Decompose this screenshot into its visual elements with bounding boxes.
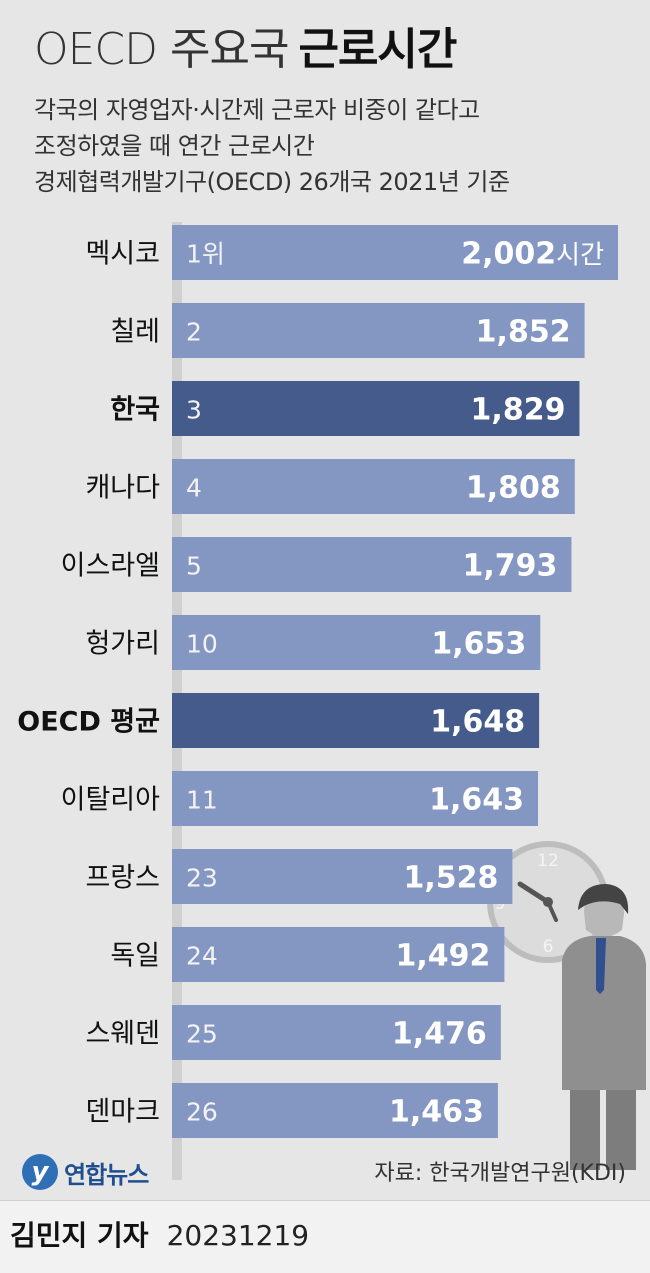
logo-text: 연합뉴스: [64, 1155, 148, 1190]
country-label: 한국: [110, 395, 160, 426]
yonhap-logo: y 연합뉴스: [22, 1152, 148, 1192]
country-label: 스웨덴: [85, 1019, 160, 1050]
rank-label: 10: [186, 630, 218, 659]
country-label: 프랑스: [85, 863, 160, 894]
value-number: 1,492: [395, 939, 490, 974]
value-number: 1,793: [463, 549, 558, 584]
rank-label: 24: [186, 942, 218, 971]
country-label: 이스라엘: [61, 551, 160, 582]
country-label: 헝가리: [85, 629, 160, 660]
value-label: 1,528: [403, 861, 498, 896]
value-number: 2,002: [461, 237, 556, 272]
clock-center: [543, 897, 553, 907]
value-label: 1,852: [476, 315, 571, 350]
logo-mark: y: [22, 1154, 58, 1190]
rank-label: 26: [186, 1098, 218, 1127]
clock-number-6: 6: [543, 937, 554, 957]
country-label: 칠레: [110, 317, 160, 348]
value-label: 1,829: [471, 393, 566, 428]
value-number: 1,852: [476, 315, 571, 350]
country-label: OECD 평균: [17, 707, 160, 738]
rank-label: 25: [186, 1020, 218, 1049]
value-label: 1,808: [466, 471, 561, 506]
rank-label: 3: [186, 396, 202, 425]
value-number: 1,476: [392, 1017, 487, 1052]
clock-person-illustration: 12 3 6 9: [490, 844, 646, 1170]
rank-label: 23: [186, 864, 218, 893]
country-label: 덴마크: [85, 1097, 160, 1128]
byline-date: 20231219: [167, 1219, 310, 1252]
value-number: 1,463: [389, 1095, 484, 1130]
value-number: 1,643: [429, 783, 524, 818]
value-label: 1,648: [430, 705, 525, 740]
rank-label: 1위: [186, 240, 225, 269]
country-label: 멕시코: [85, 239, 160, 270]
value-unit: 시간: [556, 241, 604, 271]
value-label: 1,643: [429, 783, 524, 818]
rank-label: 4: [186, 474, 202, 503]
clock-number-12: 12: [537, 851, 559, 871]
value-number: 1,648: [430, 705, 525, 740]
value-label: 1,476: [392, 1017, 487, 1052]
country-label: 이탈리아: [61, 785, 161, 816]
value-label: 1,492: [395, 939, 490, 974]
country-label: 독일: [110, 941, 160, 972]
rank-label: 5: [186, 552, 202, 581]
value-label: 1,793: [463, 549, 558, 584]
source-note: 자료: 한국개발연구원(KDI): [374, 1158, 626, 1190]
value-number: 1,528: [403, 861, 498, 896]
country-label: 캐나다: [85, 473, 160, 504]
value-label: 2,002시간: [461, 237, 604, 272]
byline: 김민지 기자 20231219: [10, 1218, 309, 1254]
byline-name: 김민지 기자: [10, 1219, 149, 1252]
value-label: 1,463: [389, 1095, 484, 1130]
rank-label: 2: [186, 318, 202, 347]
value-number: 1,829: [471, 393, 566, 428]
value-number: 1,653: [431, 627, 526, 662]
value-number: 1,808: [466, 471, 561, 506]
value-label: 1,653: [431, 627, 526, 662]
rank-label: 11: [186, 786, 218, 815]
